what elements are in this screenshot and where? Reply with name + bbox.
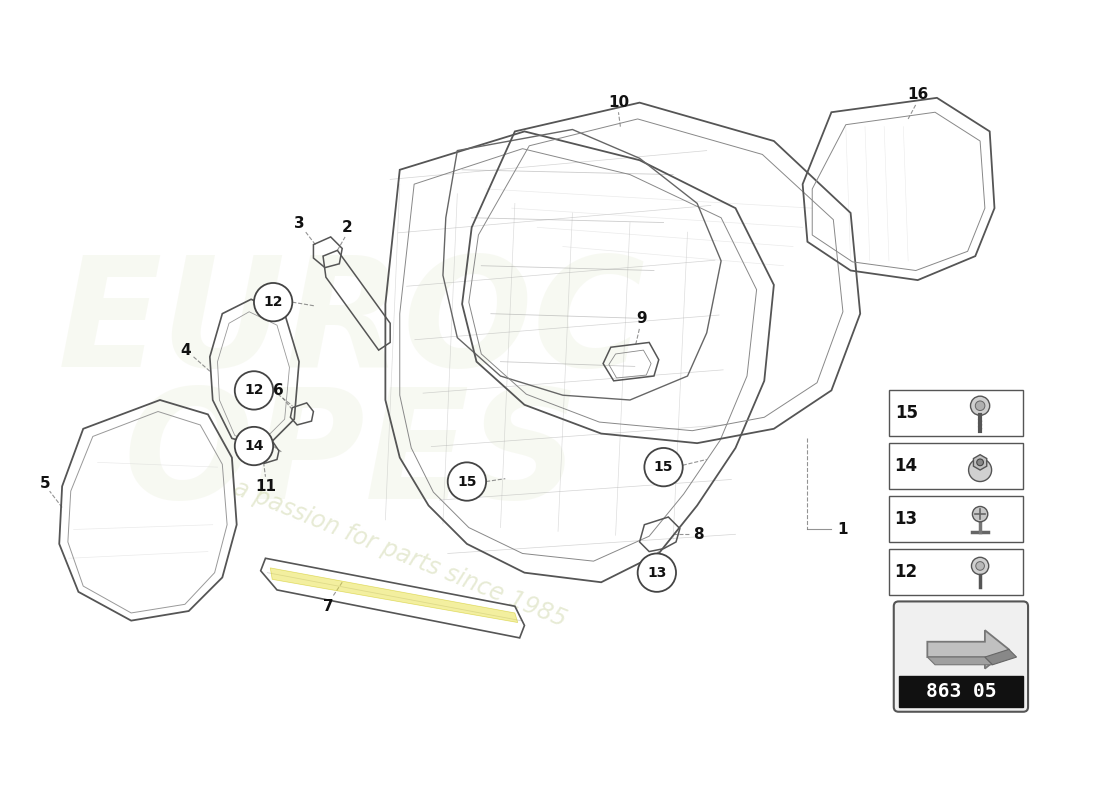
Text: 13: 13 <box>894 510 917 528</box>
Circle shape <box>969 458 991 482</box>
Circle shape <box>638 554 676 592</box>
Polygon shape <box>974 454 987 470</box>
Text: 13: 13 <box>647 566 667 580</box>
Circle shape <box>234 427 273 466</box>
Text: a passion for parts since 1985: a passion for parts since 1985 <box>230 475 570 631</box>
Bar <box>889 443 1023 490</box>
Text: 14: 14 <box>244 439 264 453</box>
Text: 4: 4 <box>180 342 191 358</box>
Text: 7: 7 <box>323 598 334 614</box>
Text: 12: 12 <box>263 295 283 309</box>
Polygon shape <box>271 568 518 622</box>
Circle shape <box>645 448 683 486</box>
Text: EUROC
OPES: EUROC OPES <box>58 250 646 530</box>
Text: 12: 12 <box>244 383 264 398</box>
Circle shape <box>976 562 984 570</box>
Polygon shape <box>927 630 1009 669</box>
Text: 12: 12 <box>894 562 917 581</box>
Polygon shape <box>984 650 1016 665</box>
Circle shape <box>970 396 990 415</box>
Circle shape <box>234 371 273 410</box>
Text: 9: 9 <box>636 311 647 326</box>
Bar <box>899 676 1023 707</box>
Text: 5: 5 <box>40 476 51 491</box>
Bar <box>889 390 1023 437</box>
Text: 15: 15 <box>653 460 673 474</box>
Polygon shape <box>927 657 992 665</box>
Circle shape <box>972 506 988 522</box>
Text: 15: 15 <box>458 474 476 489</box>
Circle shape <box>976 401 984 410</box>
Text: 3: 3 <box>294 216 305 231</box>
Circle shape <box>971 558 989 574</box>
Text: 10: 10 <box>608 95 629 110</box>
Bar <box>889 496 1023 542</box>
FancyBboxPatch shape <box>894 602 1028 712</box>
Text: 16: 16 <box>908 87 928 102</box>
Text: 1: 1 <box>838 522 848 537</box>
Bar <box>889 549 1023 594</box>
Text: 2: 2 <box>342 220 352 235</box>
Text: 14: 14 <box>894 457 917 475</box>
Text: 6: 6 <box>273 383 284 398</box>
Text: 863 05: 863 05 <box>926 682 997 701</box>
Text: 11: 11 <box>255 479 276 494</box>
Text: 8: 8 <box>693 526 703 542</box>
Circle shape <box>448 462 486 501</box>
Circle shape <box>977 459 983 466</box>
Circle shape <box>254 283 293 322</box>
Text: 15: 15 <box>894 405 917 422</box>
